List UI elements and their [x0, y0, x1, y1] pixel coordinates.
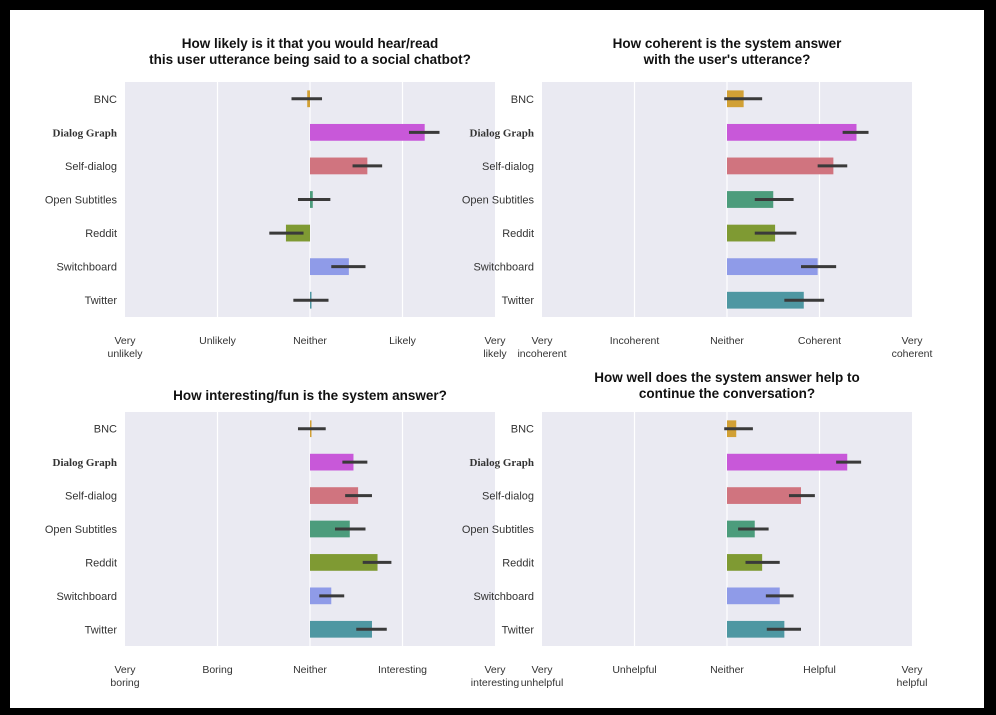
panel-title: How interesting/fun is the system answer…: [173, 388, 447, 403]
x-tick-label: Neither: [293, 664, 327, 676]
x-tick-label: Interesting: [378, 664, 427, 676]
category-label: BNC: [511, 424, 534, 436]
x-tick-label: Helpful: [803, 664, 836, 676]
bar: [727, 123, 857, 141]
x-tick-label: Incoherent: [610, 335, 660, 347]
bar: [310, 554, 378, 571]
category-label: Self-dialog: [482, 491, 534, 503]
category-label: Switchboard: [473, 591, 534, 603]
x-tick-label: Very incoherent: [517, 335, 566, 360]
category-label: Reddit: [502, 228, 534, 240]
bar: [310, 620, 372, 638]
bar: [310, 123, 425, 141]
bar: [310, 453, 354, 471]
x-tick-label: Very boring: [110, 664, 139, 689]
category-label: Dialog Graph: [53, 127, 117, 139]
bar: [727, 487, 801, 504]
bar: [727, 224, 776, 242]
category-label: Switchboard: [56, 591, 117, 603]
panel-3: How interesting/fun is the system answer…: [45, 388, 520, 689]
panel-1: How likely is it that you would hear/rea…: [45, 36, 508, 360]
x-tick-label: Boring: [202, 664, 233, 676]
category-label: Switchboard: [473, 262, 534, 274]
bar: [310, 520, 350, 538]
x-tick-label: Neither: [710, 664, 744, 676]
panel-title: How likely is it that you would hear/rea…: [149, 36, 471, 67]
category-label: BNC: [511, 94, 534, 106]
category-label: Dialog Graph: [470, 127, 534, 139]
bar: [727, 554, 763, 571]
category-label: Twitter: [502, 624, 535, 636]
x-tick-label: Neither: [293, 335, 327, 347]
bar: [727, 291, 804, 309]
bar: [310, 487, 359, 504]
bar: [727, 258, 818, 276]
bar: [727, 157, 834, 175]
x-tick-label: Neither: [710, 335, 744, 347]
x-tick-label: Very likely: [483, 335, 507, 360]
x-tick-label: Very interesting: [471, 664, 520, 689]
panel-title: How well does the system answer help to c…: [594, 370, 860, 401]
category-label: Open Subtitles: [45, 524, 118, 536]
x-tick-label: Coherent: [798, 335, 841, 347]
bar: [727, 453, 848, 471]
x-tick-label: Likely: [389, 335, 417, 347]
category-label: Self-dialog: [65, 491, 117, 503]
category-label: Dialog Graph: [470, 457, 534, 469]
category-label: Dialog Graph: [53, 457, 117, 469]
panel-4: How well does the system answer help to c…: [462, 370, 928, 689]
bar: [727, 587, 780, 605]
x-tick-label: Unhelpful: [612, 664, 656, 676]
bar: [727, 191, 774, 208]
category-label: Reddit: [85, 228, 117, 240]
category-label: BNC: [94, 94, 117, 106]
category-label: Self-dialog: [65, 161, 117, 173]
category-label: BNC: [94, 424, 117, 436]
figure-frame: How likely is it that you would hear/rea…: [10, 10, 984, 708]
category-label: Open Subtitles: [462, 524, 535, 536]
x-tick-label: Very unhelpful: [521, 664, 564, 689]
bar: [310, 157, 368, 175]
figure: How likely is it that you would hear/rea…: [45, 36, 933, 689]
category-label: Twitter: [85, 295, 118, 307]
category-label: Twitter: [85, 624, 118, 636]
panel-title: How coherent is the system answer with th…: [613, 36, 843, 67]
panel-2: How coherent is the system answer with th…: [462, 36, 933, 360]
bar: [727, 620, 785, 638]
x-tick-label: Unlikely: [199, 335, 237, 347]
x-tick-label: Very helpful: [897, 664, 928, 689]
category-label: Twitter: [502, 295, 535, 307]
x-tick-label: Very unlikely: [107, 335, 143, 360]
category-label: Reddit: [85, 557, 117, 569]
category-label: Open Subtitles: [45, 195, 118, 207]
category-label: Reddit: [502, 557, 534, 569]
category-label: Open Subtitles: [462, 195, 535, 207]
category-label: Switchboard: [56, 262, 117, 274]
x-tick-label: Very coherent: [892, 335, 933, 360]
bar: [310, 258, 349, 276]
category-label: Self-dialog: [482, 161, 534, 173]
